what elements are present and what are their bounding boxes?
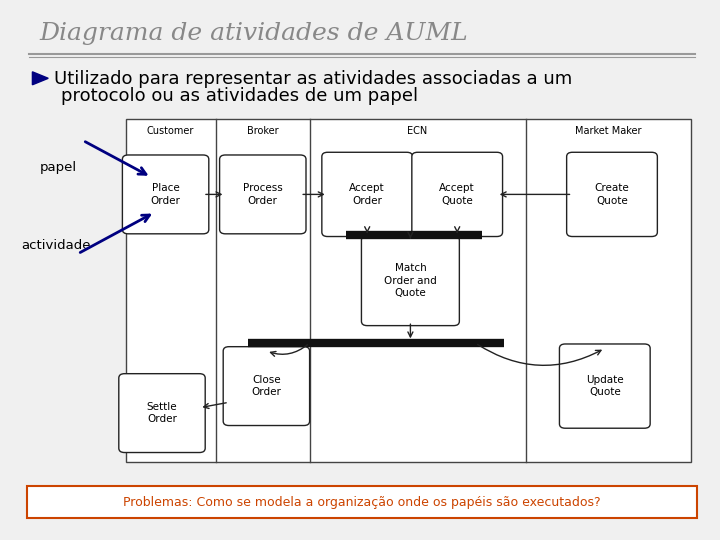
Bar bbox=[126, 119, 691, 462]
Text: papel: papel bbox=[40, 161, 77, 174]
Text: actividade: actividade bbox=[22, 239, 91, 252]
Text: Close
Order: Close Order bbox=[251, 375, 282, 397]
Text: Update
Quote: Update Quote bbox=[586, 375, 624, 397]
Text: Diagrama de atividades de AUML: Diagrama de atividades de AUML bbox=[40, 22, 468, 45]
Text: Customer: Customer bbox=[147, 126, 194, 136]
Text: ECN: ECN bbox=[408, 126, 428, 136]
FancyBboxPatch shape bbox=[361, 236, 459, 326]
Text: Problemas: Como se modela a organização onde os papéis são executados?: Problemas: Como se modela a organização … bbox=[123, 496, 601, 509]
FancyBboxPatch shape bbox=[122, 155, 209, 234]
FancyBboxPatch shape bbox=[412, 152, 503, 237]
Text: Settle
Order: Settle Order bbox=[147, 402, 177, 424]
Text: Create
Quote: Create Quote bbox=[595, 183, 629, 206]
Text: Process
Order: Process Order bbox=[243, 183, 283, 206]
Text: protocolo ou as atividades de um papel: protocolo ou as atividades de um papel bbox=[61, 87, 418, 105]
FancyBboxPatch shape bbox=[119, 374, 205, 453]
FancyBboxPatch shape bbox=[559, 344, 650, 428]
Text: Broker: Broker bbox=[247, 126, 279, 136]
FancyBboxPatch shape bbox=[220, 155, 306, 234]
FancyBboxPatch shape bbox=[223, 347, 310, 426]
Text: Match
Order and
Quote: Match Order and Quote bbox=[384, 264, 437, 298]
Text: Market Maker: Market Maker bbox=[575, 126, 642, 136]
Polygon shape bbox=[32, 72, 48, 85]
Text: Accept
Order: Accept Order bbox=[349, 183, 385, 206]
Text: Utilizado para representar as atividades associadas a um: Utilizado para representar as atividades… bbox=[54, 70, 572, 88]
FancyBboxPatch shape bbox=[27, 486, 697, 518]
FancyBboxPatch shape bbox=[322, 152, 413, 237]
Text: Accept
Quote: Accept Quote bbox=[439, 183, 475, 206]
Text: Place
Order: Place Order bbox=[150, 183, 181, 206]
FancyBboxPatch shape bbox=[567, 152, 657, 237]
